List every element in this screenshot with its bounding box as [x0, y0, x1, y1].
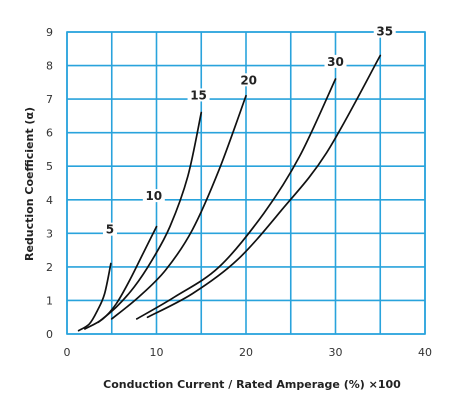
curve-label-20: 20 — [240, 73, 257, 87]
curve-label-35: 35 — [376, 25, 393, 39]
curve-35 — [146, 54, 382, 319]
y-tick-label: 9 — [46, 26, 53, 39]
curve-label-background — [324, 54, 347, 68]
x-tick-label: 20 — [239, 346, 253, 359]
x-tick-label: 0 — [64, 346, 71, 359]
grid — [66, 31, 426, 335]
y-tick-label: 7 — [46, 93, 53, 106]
x-tick-label: 30 — [329, 346, 343, 359]
curve-labels: 5 10 15 20 30 35 — [102, 24, 396, 237]
y-tick-label: 0 — [46, 328, 53, 341]
x-axis-title: Conduction Current / Rated Amperage (%) … — [103, 378, 401, 391]
axes — [66, 31, 426, 335]
y-tick-label: 1 — [46, 294, 53, 307]
y-tick-label: 8 — [46, 60, 53, 73]
tick-labels: 0 10 20 30 40 0 1 2 3 4 5 6 7 8 9 — [46, 26, 432, 359]
curve-label-5: 5 — [106, 223, 114, 237]
curves — [77, 54, 382, 332]
y-tick-label: 2 — [46, 261, 53, 274]
curve-20 — [110, 94, 247, 320]
y-tick-label: 5 — [46, 160, 53, 173]
curve-label-background — [187, 88, 210, 102]
curve-label-background — [102, 222, 117, 236]
y-tick-label: 6 — [46, 127, 53, 140]
curve-30 — [135, 78, 337, 320]
curve-label-15: 15 — [190, 88, 207, 102]
curve-label-background — [142, 189, 165, 203]
curve-label-30: 30 — [327, 55, 344, 69]
y-tick-label: 4 — [46, 194, 53, 207]
curve-5 — [77, 262, 112, 332]
x-tick-label: 40 — [418, 346, 432, 359]
curve-15 — [97, 111, 203, 324]
y-axis-title: Reduction Coefficient (α) — [23, 107, 36, 261]
curve-label-10: 10 — [145, 189, 162, 203]
y-tick-label: 3 — [46, 227, 53, 240]
curve-label-background — [373, 24, 396, 38]
plot-frame — [66, 31, 426, 335]
curve-label-background — [237, 73, 260, 87]
x-tick-label: 10 — [150, 346, 164, 359]
